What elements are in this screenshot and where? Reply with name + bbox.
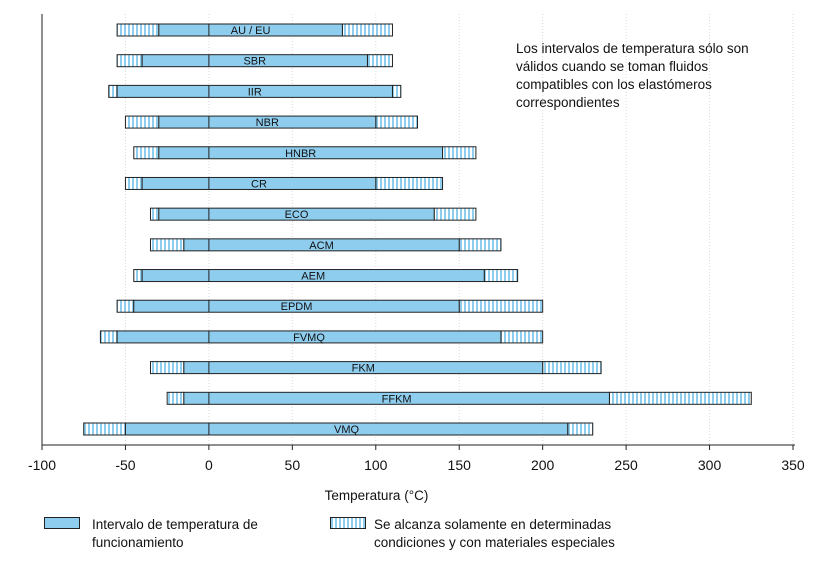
bar-operating-range	[183, 361, 544, 375]
bar-operating-range	[183, 238, 460, 252]
bar-extended-high	[442, 146, 477, 160]
bar-label: NBR	[256, 117, 279, 129]
bar-operating-range	[141, 176, 377, 190]
legend-swatch-hatched	[330, 517, 366, 529]
bar-extended-low	[149, 207, 160, 221]
bar-label: AEM	[301, 271, 325, 283]
bar-label: HNBR	[285, 148, 316, 160]
bar-extended-high	[375, 176, 444, 190]
bar-extended-high	[458, 238, 502, 252]
bar-extended-high	[458, 299, 544, 313]
bar-extended-high	[500, 330, 544, 344]
bar-extended-low	[116, 23, 160, 37]
x-tick-label: 150	[448, 457, 472, 473]
bar-extended-high	[567, 422, 594, 436]
bar-extended-high	[375, 115, 418, 129]
bar-label: ECO	[285, 209, 309, 221]
bar-label: VMQ	[334, 424, 360, 436]
bar-extended-low	[116, 299, 135, 313]
bar-extended-low	[116, 54, 143, 68]
bar-extended-low	[83, 422, 126, 436]
bar-operating-range	[141, 269, 485, 283]
bar-label: ACM	[309, 240, 333, 252]
legend-swatch-solid	[44, 517, 80, 529]
x-tick-label: -50	[115, 457, 135, 473]
bar-extended-low	[133, 146, 160, 160]
bar-extended-low	[124, 176, 143, 190]
bar-extended-high	[366, 54, 393, 68]
bar-label: AU / EU	[231, 25, 271, 37]
legend-label-solid: Intervalo de temperatura de funcionamien…	[92, 517, 258, 550]
x-tick-label: 0	[205, 457, 213, 473]
x-tick-label: 100	[364, 457, 388, 473]
x-tick-label: 350	[781, 457, 805, 473]
x-tick-label: 300	[698, 457, 722, 473]
x-tick-label: -100	[28, 457, 56, 473]
bar-extended-high	[433, 207, 477, 221]
bar-extended-high	[391, 84, 402, 98]
bar-extended-low	[166, 391, 185, 405]
bar-extended-low	[124, 115, 160, 129]
x-axis-label: Temperatura (°C)	[324, 488, 429, 503]
bar-label: FVMQ	[293, 332, 325, 344]
bar-operating-range	[158, 207, 435, 221]
bar-operating-range	[141, 54, 368, 68]
x-tick-label: 250	[614, 457, 638, 473]
bar-operating-range	[116, 84, 393, 98]
x-tick-label: 200	[531, 457, 555, 473]
bar-label: CR	[251, 178, 267, 190]
bar-label: EPDM	[281, 301, 313, 313]
bar-extended-high	[608, 391, 752, 405]
bar-extended-low	[108, 84, 118, 98]
bar-extended-low	[149, 238, 185, 252]
chart-annotation: Los intervalos de temperatura sólo son v…	[516, 41, 749, 110]
bar-operating-range	[116, 330, 502, 344]
bar-operating-range	[124, 422, 569, 436]
bar-extended-low	[99, 330, 118, 344]
bar-operating-range	[158, 115, 377, 129]
bar-extended-high	[483, 269, 519, 283]
bar-label: FKM	[352, 363, 375, 375]
bar-extended-low	[149, 361, 185, 375]
legend-label-hatched: Se alcanza solamente en determinadas con…	[374, 517, 615, 550]
bar-extended-high	[341, 23, 393, 37]
bar-extended-low	[133, 269, 143, 283]
x-tick-label: 50	[285, 457, 301, 473]
bar-operating-range	[158, 23, 343, 37]
bar-label: SBR	[243, 56, 266, 68]
bar-label: FFKM	[382, 393, 412, 405]
bar-operating-range	[183, 391, 610, 405]
bar-operating-range	[158, 146, 444, 160]
bar-extended-high	[542, 361, 602, 375]
bar-label: IIR	[248, 86, 262, 98]
bar-operating-range	[133, 299, 460, 313]
